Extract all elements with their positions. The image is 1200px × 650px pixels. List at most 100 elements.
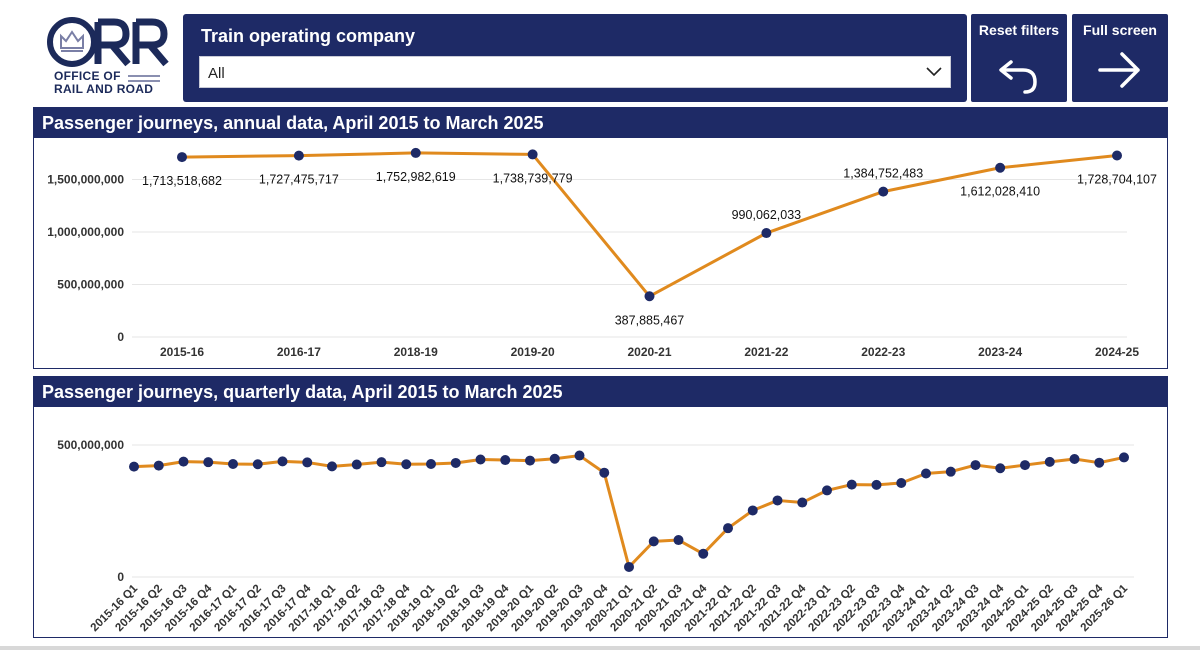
data-point[interactable] xyxy=(525,455,535,466)
annual-chart-title: Passenger journeys, annual data, April 2… xyxy=(42,113,544,133)
data-label: 1,738,739,779 xyxy=(493,171,573,185)
data-label: 1,384,752,483 xyxy=(843,167,923,181)
data-point[interactable] xyxy=(351,459,362,470)
data-point[interactable] xyxy=(293,150,304,161)
data-point[interactable] xyxy=(624,561,634,572)
data-point[interactable] xyxy=(426,459,436,470)
data-point[interactable] xyxy=(177,152,187,163)
full-screen-button[interactable]: Full screen xyxy=(1072,14,1168,102)
x-tick-label: 2022-23 xyxy=(861,345,905,359)
data-point[interactable] xyxy=(822,485,832,496)
data-point[interactable] xyxy=(921,468,931,479)
logo-text: OFFICE OF RAIL AND ROAD xyxy=(54,70,164,96)
data-point[interactable] xyxy=(376,457,387,468)
data-point[interactable] xyxy=(527,149,538,160)
data-point[interactable] xyxy=(846,479,857,490)
data-point[interactable] xyxy=(1094,457,1105,468)
data-label: 1,728,704,107 xyxy=(1077,172,1157,186)
data-point[interactable] xyxy=(772,495,783,506)
series-line xyxy=(133,454,1125,569)
data-point[interactable] xyxy=(1112,150,1122,161)
toc-select[interactable]: All xyxy=(199,56,951,88)
data-point[interactable] xyxy=(1020,460,1030,471)
data-label: 1,612,028,410 xyxy=(960,185,1040,199)
data-point[interactable] xyxy=(203,457,214,468)
data-point[interactable] xyxy=(995,162,1006,173)
x-tick-label: 2021-22 xyxy=(744,345,788,359)
x-tick-label: 2016-17 xyxy=(277,345,321,359)
data-point[interactable] xyxy=(747,505,758,516)
data-point[interactable] xyxy=(410,147,421,158)
data-point[interactable] xyxy=(327,461,337,472)
undo-arrow-icon xyxy=(999,60,1037,94)
x-tick-label: 2024-25 xyxy=(1095,345,1139,359)
data-point[interactable] xyxy=(401,459,412,470)
data-point[interactable] xyxy=(878,186,889,197)
y-tick-label: 1,500,000,000 xyxy=(47,173,124,187)
data-point[interactable] xyxy=(648,536,659,547)
data-label: 1,727,475,717 xyxy=(259,173,339,187)
data-point[interactable] xyxy=(673,535,684,546)
quarterly-chart-title: Passenger journeys, quarterly data, Apri… xyxy=(42,382,563,402)
data-point[interactable] xyxy=(1069,453,1080,464)
data-point[interactable] xyxy=(574,450,585,461)
data-label: 990,062,033 xyxy=(732,208,802,222)
y-tick-label: 500,000,000 xyxy=(57,278,124,292)
x-tick-label: 2023-24 xyxy=(978,345,1022,359)
annual-chart-panel: Passenger journeys, annual data, April 2… xyxy=(33,107,1168,369)
data-point[interactable] xyxy=(995,463,1006,474)
data-point[interactable] xyxy=(723,523,733,534)
data-label: 387,885,467 xyxy=(615,313,685,327)
toc-select-value: All xyxy=(208,65,225,82)
reset-filters-button[interactable]: Reset filters xyxy=(971,14,1067,102)
crown-icon xyxy=(47,17,97,67)
orr-logo xyxy=(47,17,169,82)
data-point[interactable] xyxy=(1044,456,1055,467)
data-point[interactable] xyxy=(475,454,486,465)
full-screen-label: Full screen xyxy=(1083,22,1157,38)
chevron-down-icon xyxy=(926,67,942,77)
data-point[interactable] xyxy=(797,497,808,508)
data-point[interactable] xyxy=(228,459,238,470)
data-point[interactable] xyxy=(1119,452,1129,463)
data-point[interactable] xyxy=(302,457,313,468)
data-point[interactable] xyxy=(970,460,981,471)
data-point[interactable] xyxy=(761,228,772,239)
data-label: 1,713,518,682 xyxy=(142,174,222,188)
y-tick-label: 500,000,000 xyxy=(57,438,124,452)
arrow-right-icon xyxy=(1098,52,1140,88)
data-point[interactable] xyxy=(896,478,907,489)
quarterly-chart-header: Passenger journeys, quarterly data, Apri… xyxy=(34,377,1167,407)
data-point[interactable] xyxy=(277,456,288,467)
data-point[interactable] xyxy=(644,291,655,302)
data-point[interactable] xyxy=(698,548,709,559)
data-label: 1,752,982,619 xyxy=(376,170,456,184)
data-point[interactable] xyxy=(450,457,461,468)
y-tick-label: 0 xyxy=(117,330,124,344)
reset-filters-label: Reset filters xyxy=(978,22,1060,38)
x-tick-label: 2015-16 xyxy=(160,345,204,359)
logo-line2: RAIL AND ROAD xyxy=(54,82,154,96)
data-point[interactable] xyxy=(549,453,560,464)
annual-line-chart: 0 500,000,000 1,000,000,000 1,500,000,000 20… xyxy=(47,147,1157,359)
data-point[interactable] xyxy=(129,461,139,472)
data-point[interactable] xyxy=(871,479,882,490)
bottom-divider xyxy=(0,646,1200,650)
data-point[interactable] xyxy=(153,460,164,471)
data-point[interactable] xyxy=(599,467,610,478)
y-tick-label: 0 xyxy=(117,570,124,584)
y-tick-label: 1,000,000,000 xyxy=(47,225,124,239)
filter-title: Train operating company xyxy=(201,26,416,46)
data-point[interactable] xyxy=(945,466,956,477)
x-tick-label: 2019-20 xyxy=(511,345,555,359)
toc-filter-panel: Train operating company All xyxy=(183,14,967,102)
data-point[interactable] xyxy=(500,455,511,466)
annual-chart-header: Passenger journeys, annual data, April 2… xyxy=(34,108,1167,138)
x-tick-label: 2018-19 xyxy=(394,345,438,359)
x-tick-label: 2020-21 xyxy=(627,345,671,359)
quarterly-chart-panel: Passenger journeys, quarterly data, Apri… xyxy=(33,376,1168,638)
logo-line1: OFFICE OF xyxy=(54,69,121,83)
data-point[interactable] xyxy=(178,456,189,467)
data-point[interactable] xyxy=(252,459,263,470)
